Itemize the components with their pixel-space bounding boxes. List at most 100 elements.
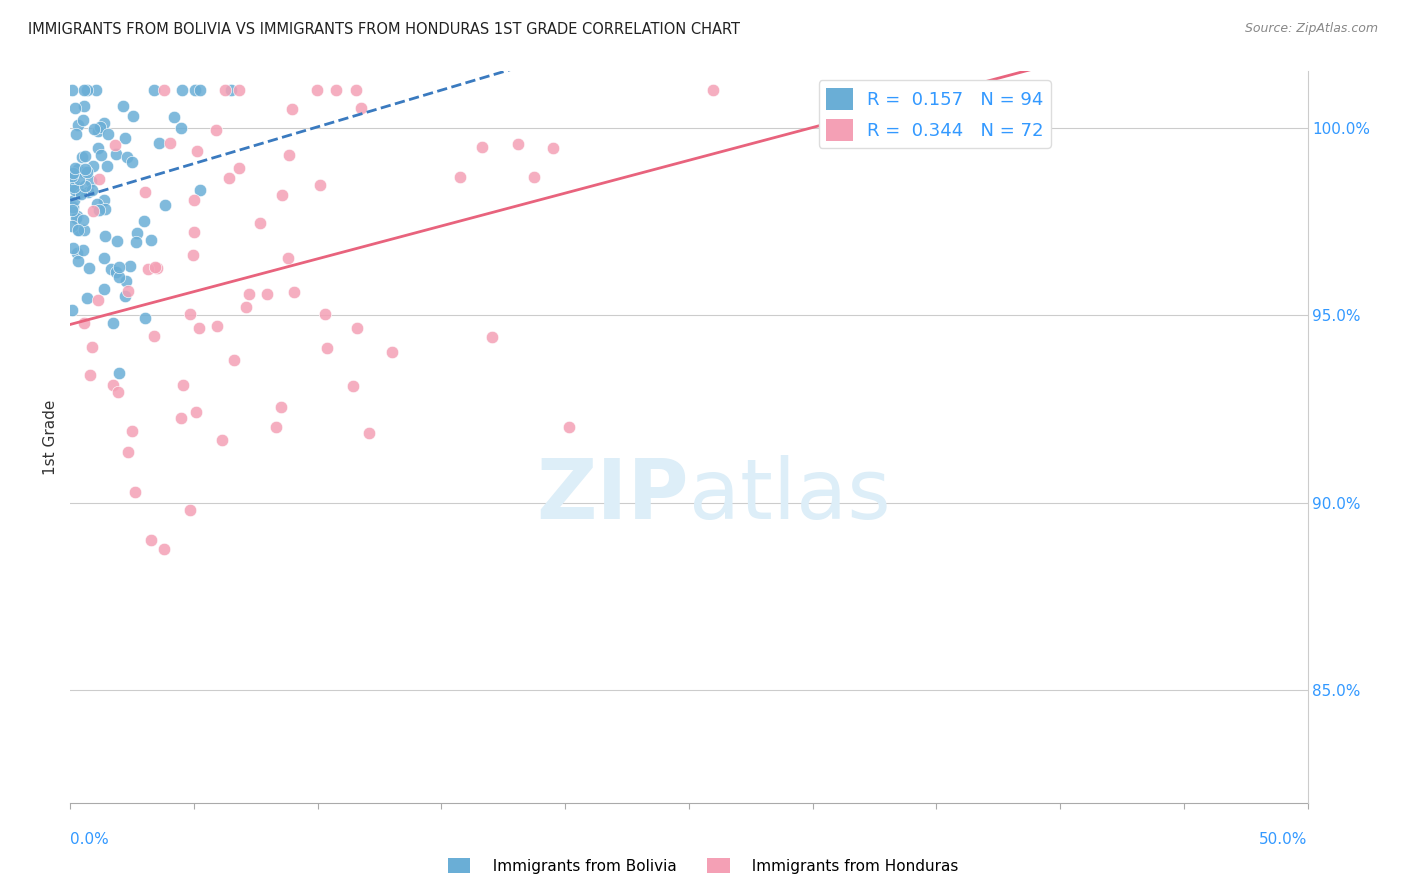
- Point: [481, 330, 503, 344]
- Point: [96, 159, 118, 173]
- Point: [62, 166, 84, 180]
- Point: [508, 136, 530, 151]
- Point: [142, 329, 165, 343]
- Point: [66, 253, 89, 268]
- Point: [256, 287, 278, 301]
- Point: [238, 287, 260, 301]
- Point: [97, 127, 120, 141]
- Point: [228, 161, 250, 175]
- Point: [219, 83, 242, 97]
- Point: [79, 368, 101, 383]
- Point: [170, 83, 193, 97]
- Point: [94, 202, 117, 217]
- Point: [222, 352, 245, 367]
- Point: [218, 171, 240, 186]
- Point: [342, 379, 364, 393]
- Point: [214, 83, 236, 97]
- Legend:   Immigrants from Bolivia,   Immigrants from Honduras: Immigrants from Bolivia, Immigrants from…: [441, 852, 965, 880]
- Point: [114, 289, 136, 303]
- Point: [60, 83, 83, 97]
- Point: [100, 261, 122, 276]
- Point: [60, 219, 83, 234]
- Point: [76, 291, 98, 305]
- Point: [82, 204, 104, 219]
- Y-axis label: 1st Grade: 1st Grade: [44, 400, 59, 475]
- Point: [153, 541, 176, 556]
- Point: [172, 378, 194, 392]
- Point: [84, 83, 107, 97]
- Point: [63, 183, 86, 197]
- Point: [107, 270, 129, 285]
- Text: atlas: atlas: [689, 455, 890, 536]
- Point: [152, 83, 174, 97]
- Point: [66, 245, 89, 260]
- Point: [82, 159, 104, 173]
- Point: [381, 344, 404, 359]
- Point: [187, 320, 209, 334]
- Point: [77, 261, 100, 276]
- Point: [63, 101, 86, 115]
- Point: [103, 377, 125, 392]
- Point: [181, 248, 204, 262]
- Point: [73, 83, 96, 97]
- Point: [108, 366, 131, 380]
- Point: [72, 112, 94, 127]
- Point: [117, 284, 139, 298]
- Text: ZIP: ZIP: [537, 455, 689, 536]
- Point: [146, 261, 169, 276]
- Point: [211, 433, 233, 447]
- Point: [114, 131, 136, 145]
- Legend: R =  0.157   N = 94, R =  0.344   N = 72: R = 0.157 N = 94, R = 0.344 N = 72: [818, 80, 1052, 148]
- Point: [235, 300, 257, 314]
- Point: [108, 260, 131, 275]
- Point: [93, 194, 115, 208]
- Point: [101, 316, 124, 330]
- Point: [264, 420, 287, 434]
- Point: [65, 209, 87, 223]
- Point: [80, 340, 103, 354]
- Point: [325, 83, 347, 97]
- Point: [309, 178, 332, 193]
- Point: [170, 121, 193, 136]
- Point: [179, 307, 201, 321]
- Point: [80, 183, 103, 197]
- Point: [357, 425, 380, 440]
- Point: [65, 180, 87, 194]
- Point: [93, 282, 115, 296]
- Point: [471, 140, 494, 154]
- Text: IMMIGRANTS FROM BOLIVIA VS IMMIGRANTS FROM HONDURAS 1ST GRADE CORRELATION CHART: IMMIGRANTS FROM BOLIVIA VS IMMIGRANTS FR…: [28, 22, 740, 37]
- Point: [80, 174, 103, 188]
- Point: [136, 261, 159, 276]
- Point: [62, 241, 84, 255]
- Point: [141, 233, 163, 247]
- Text: Source: ZipAtlas.com: Source: ZipAtlas.com: [1244, 22, 1378, 36]
- Point: [89, 202, 111, 217]
- Point: [67, 186, 90, 200]
- Point: [73, 165, 96, 179]
- Point: [73, 148, 96, 162]
- Point: [344, 83, 367, 97]
- Point: [132, 214, 155, 228]
- Point: [142, 83, 165, 97]
- Point: [66, 161, 89, 176]
- Point: [207, 318, 229, 333]
- Point: [60, 202, 83, 217]
- Point: [76, 83, 98, 97]
- Point: [117, 150, 139, 164]
- Point: [62, 170, 84, 185]
- Point: [277, 148, 299, 162]
- Point: [188, 183, 211, 197]
- Point: [60, 169, 83, 183]
- Point: [75, 161, 97, 176]
- Point: [72, 213, 94, 227]
- Point: [163, 110, 186, 124]
- Point: [76, 164, 98, 178]
- Point: [73, 316, 96, 330]
- Point: [67, 223, 90, 237]
- Point: [117, 445, 139, 459]
- Point: [62, 200, 84, 214]
- Point: [63, 161, 86, 176]
- Point: [112, 99, 135, 113]
- Point: [89, 120, 111, 134]
- Point: [270, 400, 292, 414]
